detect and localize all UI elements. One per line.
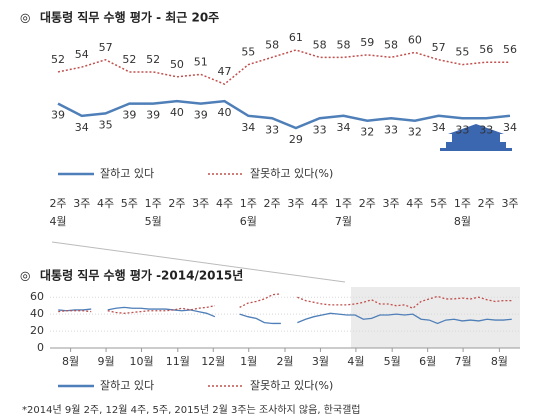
- x-tick-label: 7월: [455, 355, 472, 368]
- data-label: 33: [313, 123, 327, 136]
- data-label: 40: [218, 106, 232, 119]
- data-label: 55: [455, 46, 469, 59]
- data-label: 29: [289, 133, 303, 146]
- x-month-label: 5월: [145, 215, 162, 228]
- data-label: 50: [170, 58, 184, 71]
- data-label: 33: [455, 123, 469, 136]
- legend-label: 잘하고 있다: [100, 378, 154, 392]
- x-tick-label: 3주: [192, 197, 209, 210]
- data-label: 52: [146, 53, 160, 66]
- chart-title: 대통령 직무 수행 평가 - 최근 20주: [40, 10, 219, 25]
- x-tick-label: 5주: [430, 197, 447, 210]
- data-label: 61: [289, 31, 303, 44]
- x-tick-label: 3주: [73, 197, 90, 210]
- data-label: 32: [360, 126, 374, 139]
- x-tick-label: 2주: [49, 197, 66, 210]
- x-tick-label: 2주: [478, 197, 495, 210]
- data-label: 35: [99, 118, 113, 131]
- series-line: [57, 49, 510, 85]
- data-label: 34: [75, 121, 89, 134]
- x-tick-label: 1주: [454, 197, 471, 210]
- y-tick-label: 0: [37, 341, 44, 354]
- data-label: 39: [146, 109, 160, 122]
- bullet: ◎: [20, 11, 30, 25]
- data-label: 58: [313, 38, 327, 51]
- legend-label: 잘하고 있다: [100, 166, 154, 180]
- x-month-label: 8월: [454, 215, 471, 228]
- data-label: 47: [218, 65, 232, 78]
- x-tick-label: 1월: [240, 355, 257, 368]
- data-label: 52: [51, 53, 65, 66]
- x-tick-label: 3주: [501, 197, 518, 210]
- x-tick-label: 2주: [359, 197, 376, 210]
- chart-title: 대통령 직무 수행 평가 -2014/2015년: [40, 268, 243, 283]
- data-label: 58: [265, 38, 279, 51]
- data-label: 51: [194, 55, 208, 68]
- blue-house-icon: [440, 124, 512, 151]
- x-tick-label: 2월: [276, 355, 293, 368]
- series-line: [58, 306, 512, 325]
- legend-label: 잘못하고 있다(%): [250, 378, 333, 392]
- x-tick-label: 6월: [419, 355, 436, 368]
- x-tick-label: 4월: [347, 355, 364, 368]
- data-label: 58: [336, 38, 350, 51]
- x-tick-label: 1주: [240, 197, 257, 210]
- x-month-label: 7월: [335, 215, 352, 228]
- data-label: 58: [384, 38, 398, 51]
- x-tick-label: 11월: [166, 355, 190, 368]
- data-label: 56: [503, 43, 517, 56]
- data-label: 54: [75, 48, 89, 61]
- x-tick-label: 3주: [382, 197, 399, 210]
- highlight-region: [350, 287, 520, 348]
- series-line: [58, 293, 512, 314]
- x-tick-label: 5월: [384, 355, 401, 368]
- x-tick-label: 4주: [216, 197, 233, 210]
- x-tick-label: 8월: [491, 355, 508, 368]
- x-tick-label: 4주: [97, 197, 114, 210]
- y-tick-label: 40: [30, 307, 44, 320]
- x-tick-label: 10월: [129, 355, 153, 368]
- data-label: 52: [122, 53, 136, 66]
- x-tick-label: 5주: [121, 197, 138, 210]
- data-label: 55: [241, 46, 255, 59]
- bullet: ◎: [20, 269, 30, 283]
- legend-label: 잘못하고 있다(%): [250, 166, 333, 180]
- series-line: [57, 99, 511, 130]
- data-label: 33: [265, 123, 279, 136]
- footnote: *2014년 9월 2주, 12월 4주, 5주, 2015년 2월 3주는 조…: [22, 403, 360, 416]
- data-label: 40: [170, 106, 184, 119]
- x-tick-label: 1주: [145, 197, 162, 210]
- data-label: 34: [503, 121, 517, 134]
- x-tick-label: 12월: [201, 355, 225, 368]
- data-label: 33: [479, 123, 493, 136]
- zoom-connector: [51, 241, 346, 283]
- x-tick-label: 2주: [168, 197, 185, 210]
- x-tick-label: 1주: [335, 197, 352, 210]
- x-tick-label: 4주: [311, 197, 328, 210]
- data-label: 34: [432, 121, 446, 134]
- y-tick-label: 20: [30, 324, 44, 337]
- x-tick-label: 9월: [98, 355, 115, 368]
- y-tick-label: 60: [30, 290, 44, 303]
- x-tick-label: 2주: [264, 197, 281, 210]
- data-label: 32: [408, 126, 422, 139]
- x-month-label: 4월: [49, 215, 66, 228]
- x-tick-label: 8월: [62, 355, 79, 368]
- data-label: 39: [51, 109, 65, 122]
- data-label: 59: [360, 36, 374, 49]
- data-label: 39: [122, 109, 136, 122]
- data-label: 34: [241, 121, 255, 134]
- data-label: 60: [408, 33, 422, 46]
- data-label: 34: [336, 121, 350, 134]
- x-tick-label: 3주: [287, 197, 304, 210]
- x-tick-label: 3월: [312, 355, 329, 368]
- data-label: 57: [432, 41, 446, 54]
- x-month-label: 6월: [240, 215, 257, 228]
- data-label: 39: [194, 109, 208, 122]
- x-tick-label: 4주: [406, 197, 423, 210]
- data-label: 57: [99, 41, 113, 54]
- data-label: 33: [384, 123, 398, 136]
- data-label: 56: [479, 43, 493, 56]
